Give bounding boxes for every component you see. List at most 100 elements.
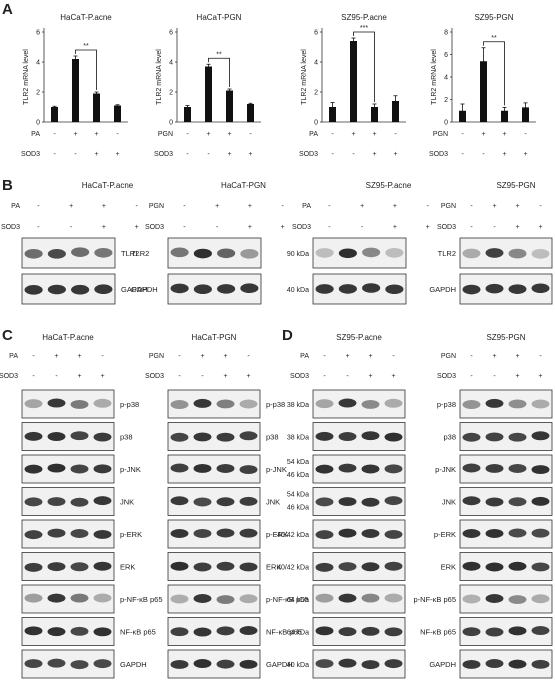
blot-band bbox=[531, 249, 550, 259]
blot-band bbox=[508, 497, 527, 507]
blot-band bbox=[384, 464, 403, 474]
blot-band bbox=[508, 528, 527, 538]
blot-band bbox=[362, 247, 381, 258]
treatment-sign: + bbox=[360, 203, 364, 210]
significance-bracket bbox=[483, 41, 505, 106]
blot-band bbox=[384, 593, 403, 603]
blot bbox=[312, 552, 406, 581]
kda-marker: 40 kDa bbox=[287, 662, 309, 669]
blot-label: NF-κB p65 bbox=[266, 628, 302, 637]
blot-band bbox=[531, 626, 550, 636]
y-tick-label: 4 bbox=[444, 75, 448, 82]
treatment-sign: - bbox=[328, 224, 331, 231]
y-tick-label: 6 bbox=[36, 30, 40, 37]
y-tick-label: 4 bbox=[169, 60, 173, 67]
treatment-label: SOD3 bbox=[0, 373, 18, 380]
blot-band bbox=[338, 593, 357, 603]
blot-column-panel_c-2: HaCaT-PGN PGN - + + - SOD3 - - + + p-p38 p38 p-JNK JNK… bbox=[145, 333, 309, 679]
blot bbox=[167, 273, 262, 305]
blot-band bbox=[70, 562, 89, 572]
treatment-label: SOD3 bbox=[290, 373, 309, 380]
blot-label: p-JNK bbox=[435, 465, 456, 474]
blot-label: ERK bbox=[441, 563, 456, 572]
blot-frame bbox=[459, 389, 553, 419]
blot-band bbox=[239, 399, 258, 409]
treatment-sign: + bbox=[345, 353, 349, 360]
y-tick-label: 2 bbox=[444, 97, 448, 104]
treatment-sign: + bbox=[538, 224, 542, 231]
treatment-sign: - bbox=[101, 353, 104, 360]
blot-band bbox=[361, 497, 380, 507]
blot-band bbox=[384, 529, 403, 539]
panel-letter-d: D bbox=[282, 327, 293, 344]
bar-chart-3: SZ95-P.acne TLR2 mRNA level 0 2 4 6 *** PA - + + - S… bbox=[299, 13, 406, 158]
blot-band bbox=[315, 530, 334, 540]
treatment-sign: - bbox=[470, 224, 473, 231]
blot-band bbox=[239, 626, 258, 636]
treatment-label: PA bbox=[9, 353, 18, 360]
bar bbox=[501, 110, 508, 122]
treatment-sign: + bbox=[248, 203, 252, 210]
blot-label: p38 bbox=[443, 433, 456, 442]
blot-label: GAPDH bbox=[120, 660, 147, 669]
blot-band bbox=[216, 595, 235, 605]
western-blots-panel-d: SZ95-P.acne PA - + + - SOD3 - - + +38 kDa 38 kDa 54 … bbox=[277, 333, 553, 679]
blot-band bbox=[508, 659, 527, 669]
treatment-sign: + bbox=[281, 224, 285, 231]
blot-band bbox=[508, 595, 527, 605]
treatment-sign: - bbox=[461, 131, 464, 138]
treatment-sign: - bbox=[186, 151, 189, 158]
blot bbox=[167, 584, 261, 614]
y-axis-label: TLR2 mRNA level bbox=[431, 49, 438, 105]
bar-chart-2: HaCaT-PGN TLR2 mRNA level 0 2 4 6 ** PGN - + + - SOD… bbox=[154, 13, 261, 158]
treatment-sign: + bbox=[393, 151, 397, 158]
blot-band bbox=[362, 283, 381, 293]
blot-band bbox=[508, 463, 527, 473]
blot-frame bbox=[312, 584, 406, 614]
blot-band bbox=[240, 283, 259, 294]
treatment-sign: + bbox=[502, 151, 506, 158]
blot bbox=[312, 519, 406, 549]
blot-band bbox=[462, 561, 481, 571]
blot-band bbox=[93, 464, 112, 474]
treatment-sign: - bbox=[539, 353, 542, 360]
blot-band bbox=[508, 248, 527, 259]
blot-band bbox=[70, 464, 89, 474]
blot-band bbox=[462, 659, 481, 669]
bar bbox=[114, 105, 121, 122]
blot-band bbox=[47, 562, 66, 572]
treatment-sign: + bbox=[69, 203, 73, 210]
blot-band bbox=[531, 431, 550, 441]
blot-frame bbox=[21, 584, 115, 614]
treatment-sign: + bbox=[73, 131, 77, 138]
blot-band bbox=[462, 594, 481, 604]
blot-band bbox=[193, 627, 212, 637]
blot-band bbox=[531, 465, 550, 475]
blot-band bbox=[239, 431, 258, 441]
treatment-sign: + bbox=[227, 151, 231, 158]
blot-band bbox=[485, 562, 504, 572]
blot-band bbox=[170, 247, 189, 258]
kda-marker: 64 kDa bbox=[287, 630, 309, 637]
blot bbox=[459, 422, 553, 451]
blot bbox=[459, 454, 553, 484]
blot-label: GAPDH bbox=[429, 660, 456, 669]
blot-band bbox=[361, 431, 380, 441]
blot bbox=[459, 487, 553, 516]
blot bbox=[167, 389, 261, 419]
blot-label: p-p38 bbox=[266, 400, 285, 409]
blot-band bbox=[47, 463, 66, 473]
blot-band bbox=[315, 659, 334, 669]
blot-band bbox=[70, 626, 89, 636]
blot-label: GAPDH bbox=[121, 285, 148, 294]
blot-band bbox=[216, 528, 235, 538]
treatment-label: PGN bbox=[149, 353, 164, 360]
blot-band bbox=[93, 627, 112, 637]
blot-label: JNK bbox=[120, 498, 134, 507]
treatment-sign: - bbox=[32, 373, 35, 380]
blot-band bbox=[170, 432, 189, 442]
blot-band bbox=[47, 528, 66, 538]
treatment-sign: + bbox=[481, 131, 485, 138]
blot-group-b-1: HaCaT-P.acne PA - + + - SOD3 - - + + TLR2 GAPDH bbox=[1, 181, 148, 305]
